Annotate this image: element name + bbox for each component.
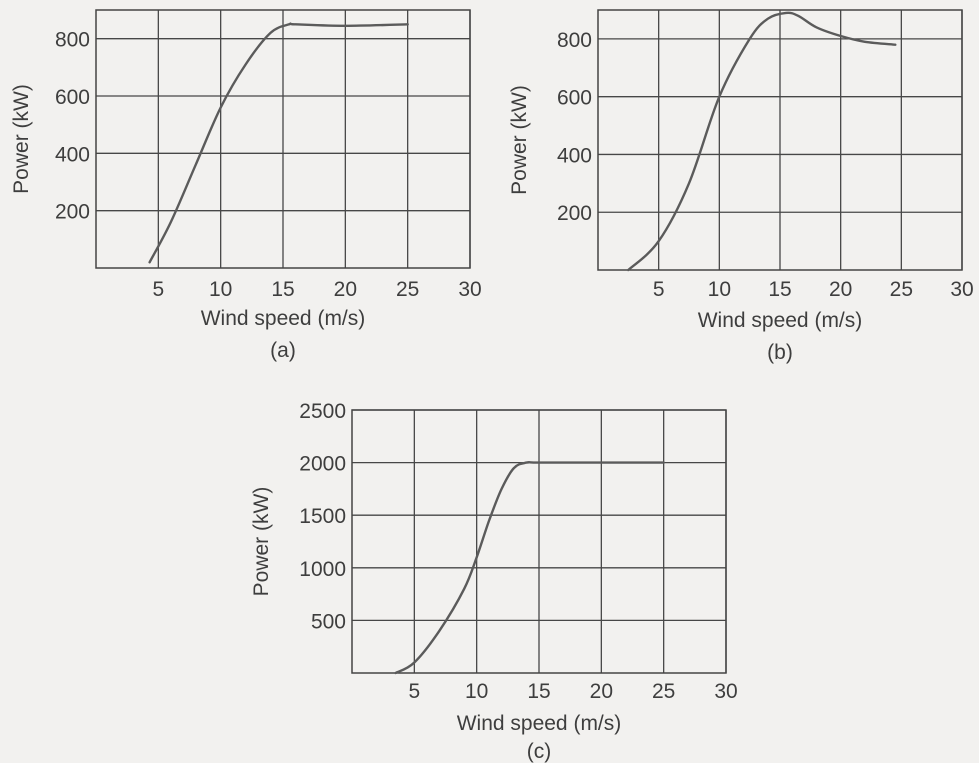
- y-axis-label-a: Power (kW): [10, 84, 33, 194]
- y-tick-label-b-600: 600: [557, 87, 592, 110]
- x-tick-label-a-25: 25: [396, 278, 419, 301]
- x-tick-label-b-15: 15: [768, 278, 791, 301]
- y-tick-label-b-400: 400: [557, 144, 592, 167]
- x-tick-label-a-5: 5: [152, 278, 164, 301]
- x-axis-label-a: Wind speed (m/s): [201, 307, 366, 330]
- y-tick-label-b-800: 800: [557, 29, 592, 52]
- x-tick-label-b-30: 30: [950, 278, 973, 301]
- power-curve-b-0: [627, 11, 897, 272]
- x-axis-label-c: Wind speed (m/s): [457, 712, 622, 735]
- y-tick-label-c-2500: 2500: [299, 400, 346, 423]
- chart-caption-a: (a): [270, 339, 296, 362]
- x-tick-label-b-10: 10: [708, 278, 731, 301]
- x-tick-label-b-25: 25: [890, 278, 913, 301]
- y-tick-label-a-600: 600: [55, 86, 90, 109]
- x-tick-label-c-20: 20: [590, 680, 613, 703]
- y-tick-label-a-800: 800: [55, 29, 90, 52]
- chart-c: 5 10 15 20 25 30 500 1000 1500 2000 2500 Wind speed…: [250, 400, 738, 763]
- y-tick-label-a-200: 200: [55, 201, 90, 224]
- x-axis-label-b: Wind speed (m/s): [698, 309, 863, 332]
- y-tick-label-c-2000: 2000: [299, 453, 346, 476]
- y-tick-label-c-1000: 1000: [299, 558, 346, 581]
- y-axis-label-b: Power (kW): [508, 85, 531, 195]
- plot-frame-c: [351, 409, 727, 674]
- chart-caption-c: (c): [527, 740, 552, 763]
- chart-caption-b: (b): [767, 341, 793, 364]
- y-tick-label-c-500: 500: [311, 610, 346, 633]
- power-curve-c-0: [394, 461, 665, 675]
- power-curve-a-0: [148, 22, 409, 264]
- x-tick-label-c-5: 5: [408, 680, 420, 703]
- y-tick-label-b-200: 200: [557, 202, 592, 225]
- y-tick-label-c-1500: 1500: [299, 505, 346, 528]
- x-tick-label-c-15: 15: [527, 680, 550, 703]
- plot-frame-a: [95, 9, 471, 269]
- x-tick-label-b-20: 20: [829, 278, 852, 301]
- chart-a: 5 10 15 20 25 30 200 400 600 800 Wind speed (m/s) P…: [10, 9, 482, 362]
- x-tick-label-a-20: 20: [334, 278, 357, 301]
- x-tick-label-c-30: 30: [714, 680, 737, 703]
- chart-b: 5 10 15 20 25 30 200 400 600 800 Wind speed (m/s) P…: [508, 9, 974, 364]
- x-tick-label-c-25: 25: [652, 680, 675, 703]
- y-axis-label-c: Power (kW): [250, 487, 273, 597]
- x-tick-label-c-10: 10: [465, 680, 488, 703]
- x-tick-label-b-5: 5: [653, 278, 665, 301]
- x-tick-label-a-10: 10: [209, 278, 232, 301]
- x-tick-label-a-30: 30: [458, 278, 481, 301]
- y-tick-label-a-400: 400: [55, 143, 90, 166]
- x-tick-label-a-15: 15: [271, 278, 294, 301]
- plot-frame-b: [597, 9, 963, 271]
